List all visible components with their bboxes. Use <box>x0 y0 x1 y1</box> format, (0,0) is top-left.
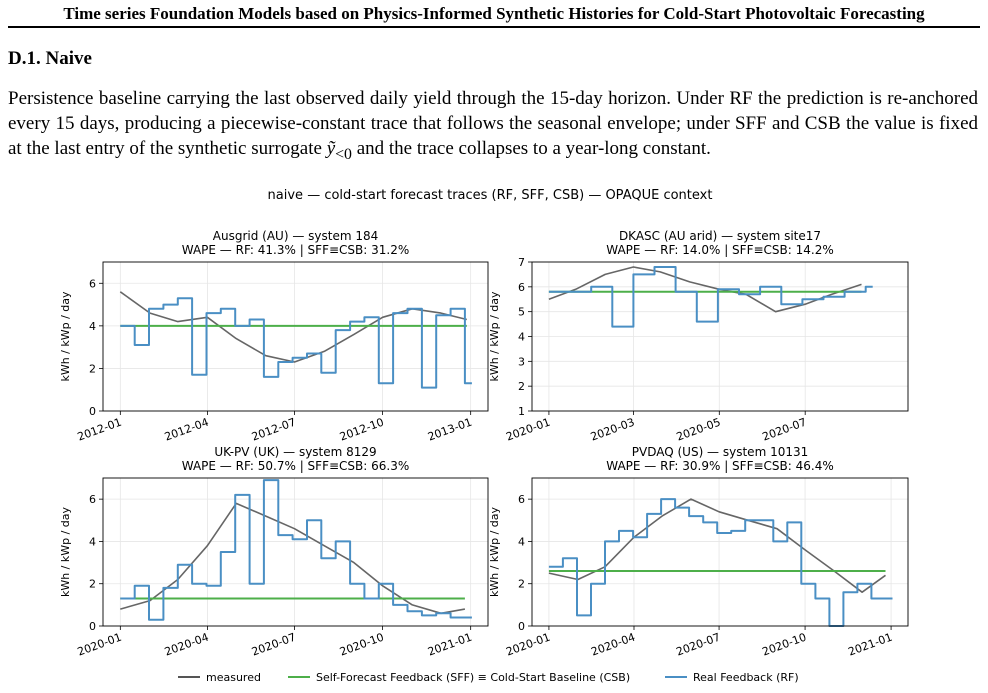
y-tick-label: 0 <box>89 620 96 633</box>
series-line-measured-pvdaq <box>548 498 886 593</box>
x-tick-label: 2012-01 <box>76 416 124 444</box>
x-tick-label: 2020-07 <box>674 631 722 659</box>
y-tick-label: 2 <box>518 578 525 591</box>
series-line-rf-ausgrid <box>120 297 472 389</box>
y-tick-label: 6 <box>89 493 96 506</box>
y-tick-label: 2 <box>518 380 525 393</box>
surrogate-subscript: <0 <box>335 145 352 163</box>
x-tick-label: 2020-04 <box>163 631 211 659</box>
x-tick-label: 2020-07 <box>761 416 809 444</box>
x-tick-label: 2020-04 <box>589 631 637 659</box>
x-tick-label: 2020-01 <box>76 631 124 659</box>
y-tick-label: 6 <box>89 277 96 290</box>
figure-legend: measured Self-Forecast Feedback (SFF) ≡ C… <box>178 671 799 684</box>
chart-subtitle-pvdaq: WAPE — RF: 30.9% | SFF≡CSB: 46.4% <box>606 459 834 473</box>
legend-label: Self-Forecast Feedback (SFF) ≡ Cold-Star… <box>316 671 630 684</box>
figure: naive — cold-start forecast traces (RF, … <box>59 188 909 684</box>
y-tick-label: 4 <box>518 331 525 344</box>
y-axis-label: kWh / kWp / day <box>488 291 501 382</box>
x-tick-label: 2020-05 <box>675 416 723 444</box>
surrogate-symbol: ỹ <box>326 138 336 159</box>
y-tick-label: 1 <box>518 405 525 418</box>
x-tick-label: 2012-04 <box>163 416 211 444</box>
x-tick-label: 2012-07 <box>250 416 298 444</box>
running-head: Time series Foundation Models based on P… <box>63 4 925 23</box>
y-tick-label: 6 <box>518 281 525 294</box>
paragraph-text-1: Persistence baseline carrying the last o… <box>8 88 978 159</box>
chart-title-dkasc: DKASC (AU arid) — system site17 <box>619 229 821 243</box>
y-tick-label: 6 <box>518 493 525 506</box>
x-tick-label: 2020-07 <box>250 631 298 659</box>
chart-subtitle-dkasc: WAPE — RF: 14.0% | SFF≡CSB: 14.2% <box>606 243 834 257</box>
plot-frame <box>102 261 489 412</box>
y-axis-label: kWh / kWp / day <box>59 506 72 597</box>
y-axis-label: kWh / kWp / day <box>488 506 501 597</box>
x-tick-label: 2020-01 <box>504 631 552 659</box>
legend-label: Real Feedback (RF) <box>693 671 799 684</box>
y-tick-label: 4 <box>89 535 96 548</box>
x-tick-label: 2021-01 <box>846 631 894 659</box>
x-tick-label: 2012-10 <box>338 416 386 444</box>
series-line-measured-dkasc <box>548 266 862 313</box>
body-paragraph: Persistence baseline carrying the last o… <box>8 86 978 167</box>
x-tick-label: 2021-01 <box>426 631 474 659</box>
plot-frame <box>531 261 909 412</box>
plot-frame <box>531 477 909 627</box>
legend-label: measured <box>206 671 261 684</box>
series-line-rf-dkasc <box>548 266 873 328</box>
x-tick-label: 2020-10 <box>338 631 386 659</box>
plot-frame <box>102 477 489 627</box>
y-tick-label: 5 <box>518 306 525 319</box>
series-line-measured-ukpv <box>120 502 466 615</box>
y-tick-label: 0 <box>518 620 525 633</box>
x-tick-label: 2020-01 <box>504 416 552 444</box>
chart-title-ausgrid: Ausgrid (AU) — system 184 <box>213 229 378 243</box>
y-tick-label: 4 <box>518 535 525 548</box>
y-tick-label: 4 <box>89 320 96 333</box>
y-tick-label: 2 <box>89 362 96 375</box>
chart-subtitle-ausgrid: WAPE — RF: 41.3% | SFF≡CSB: 31.2% <box>182 243 410 257</box>
y-tick-label: 0 <box>89 405 96 418</box>
figure-suptitle: naive — cold-start forecast traces (RF, … <box>268 188 713 203</box>
x-tick-label: 2020-10 <box>760 631 808 659</box>
paragraph-text-2: and the trace collapses to a year-long c… <box>351 138 711 159</box>
y-tick-label: 3 <box>518 355 525 368</box>
y-tick-label: 7 <box>518 256 525 269</box>
section-title: D.1. Naive <box>8 48 92 69</box>
chart-title-pvdaq: PVDAQ (US) — system 10131 <box>632 445 809 459</box>
chart-title-ukpv: UK-PV (UK) — system 8129 <box>214 445 376 459</box>
y-tick-label: 2 <box>89 578 96 591</box>
x-tick-label: 2013-01 <box>426 416 474 444</box>
x-tick-label: 2020-03 <box>589 416 637 444</box>
chart-subtitle-ukpv: WAPE — RF: 50.7% | SFF≡CSB: 66.3% <box>182 459 410 473</box>
series-line-rf-ukpv <box>120 479 472 621</box>
series-line-rf-pvdaq <box>548 498 893 627</box>
y-axis-label: kWh / kWp / day <box>59 291 72 382</box>
header-rule <box>8 26 980 28</box>
